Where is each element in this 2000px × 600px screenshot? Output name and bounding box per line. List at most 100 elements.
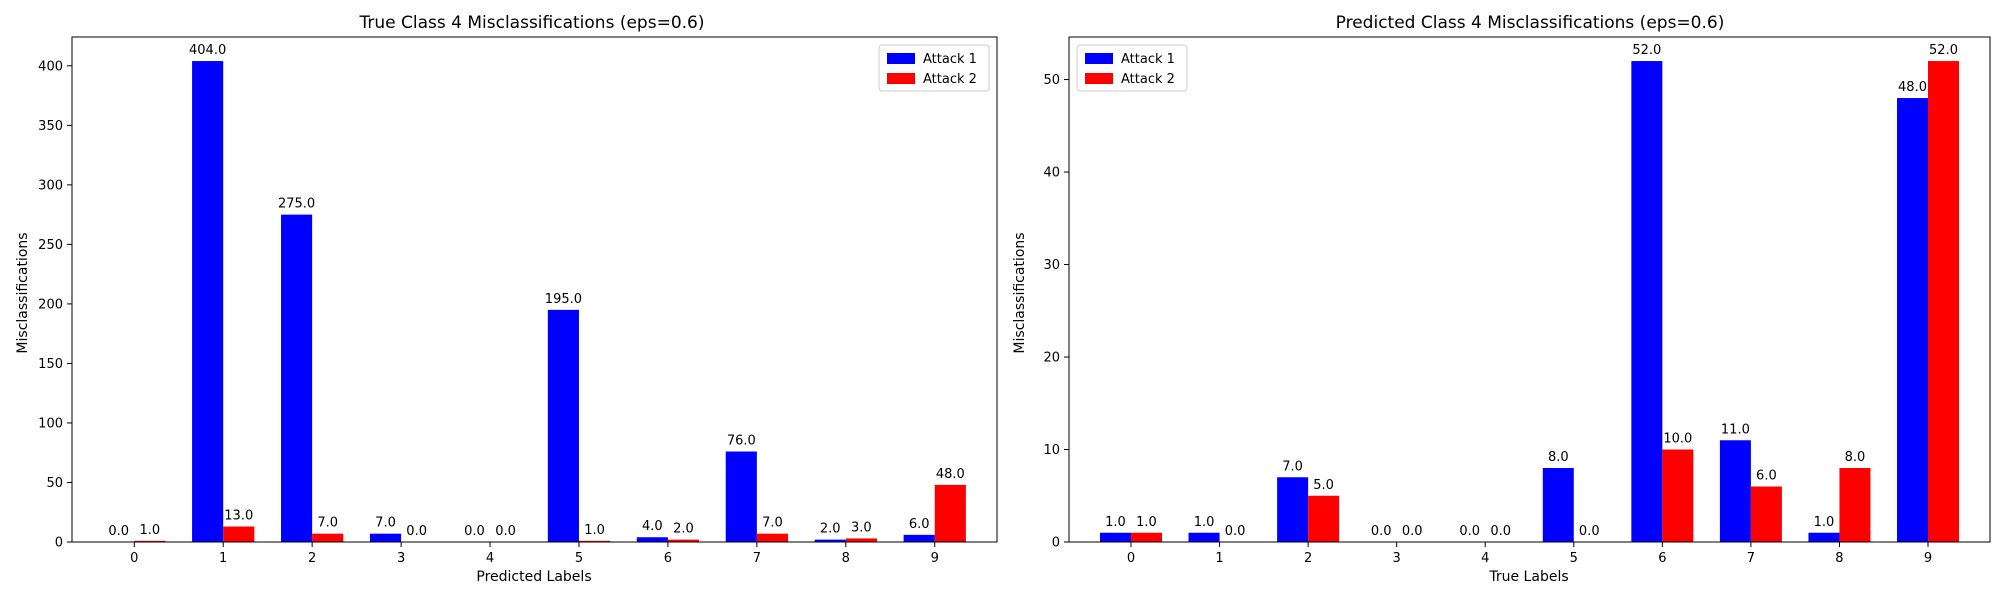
x-axis-label: Predicted Labels (476, 569, 591, 585)
x-tick-label: 4 (486, 551, 494, 566)
x-tick-label: 1 (219, 551, 227, 566)
data-label: 7.0 (375, 516, 396, 531)
data-label: 0.0 (108, 524, 129, 539)
x-tick-label: 5 (1570, 551, 1578, 566)
data-label: 0.0 (495, 524, 516, 539)
y-tick-label: 350 (38, 119, 63, 134)
bar-attack1-1 (192, 61, 224, 543)
y-axis-label: Misclassifications (1012, 232, 1028, 353)
data-label: 3.0 (851, 520, 872, 535)
x-tick-label: 9 (931, 551, 939, 566)
y-tick-label: 20 (1043, 351, 1060, 366)
bar-attack1-2 (1277, 477, 1309, 542)
data-label: 52.0 (1929, 43, 1958, 58)
y-tick-label: 30 (1043, 258, 1060, 273)
y-tick-label: 0 (1052, 536, 1060, 551)
chart-left-true-class-4: True Class 4 Misclassifications (eps=0.6… (15, 13, 998, 585)
bar-attack2-2 (1308, 495, 1340, 542)
bar-attack1-1 (1188, 532, 1220, 542)
y-tick-label: 400 (38, 59, 63, 74)
bar-attack1-3 (369, 533, 402, 542)
data-label: 6.0 (1756, 469, 1777, 484)
data-label: 48.0 (936, 467, 965, 482)
chart-title: True Class 4 Misclassifications (eps=0.6… (359, 13, 705, 33)
x-tick-label: 3 (1393, 551, 1401, 566)
bar-attack2-9 (1928, 61, 1960, 543)
data-label: 52.0 (1632, 43, 1661, 58)
data-label: 7.0 (317, 516, 338, 531)
x-tick-label: 0 (130, 551, 138, 566)
y-tick-label: 40 (1043, 166, 1060, 181)
data-label: 1.0 (1194, 515, 1215, 530)
bar-attack2-7 (1750, 486, 1782, 542)
data-label: 1.0 (1136, 515, 1157, 530)
bar-attack2-8 (1839, 468, 1871, 542)
bar-attack1-7 (725, 451, 757, 542)
bar-attack2-5 (578, 540, 611, 542)
chart-right-predicted-class-4: Predicted Class 4 Misclassifications (ep… (1012, 13, 1991, 585)
data-label: 0.0 (1225, 524, 1246, 539)
data-label: 76.0 (727, 434, 756, 449)
data-label: 1.0 (584, 523, 605, 538)
bar-attack2-6 (1662, 449, 1694, 542)
x-tick-label: 8 (1835, 551, 1843, 566)
y-tick-label: 10 (1043, 443, 1060, 458)
x-tick-label: 3 (397, 551, 405, 566)
y-tick-label: 250 (38, 238, 63, 253)
axes-frame (1068, 36, 1991, 543)
bar-attack1-5 (547, 309, 579, 542)
bar-attack1-9 (1897, 98, 1929, 543)
data-label: 1.0 (1105, 515, 1126, 530)
x-tick-label: 9 (1924, 551, 1932, 566)
data-label: 2.0 (673, 522, 694, 537)
y-tick-label: 200 (38, 297, 63, 312)
data-label: 4.0 (642, 519, 663, 534)
bar-attack2-0 (1130, 532, 1162, 542)
data-label: 0.0 (1579, 524, 1600, 539)
y-tick-label: 0 (55, 536, 63, 551)
y-tick-label: 100 (38, 416, 63, 431)
legend-swatch (1085, 53, 1113, 64)
data-label: 7.0 (762, 516, 783, 531)
bar-attack1-8 (814, 539, 846, 542)
y-axis-label: Misclassifications (15, 232, 31, 353)
legend-swatch (887, 53, 915, 64)
bar-attack2-0 (134, 540, 166, 542)
data-label: 8.0 (1845, 450, 1866, 465)
plot-area: 0.0 404.0 275.0 7.0 0.0 195.0 4.0 76.0 2.0 6.0 1.0… (38, 36, 998, 566)
chart-title: Predicted Class 4 Misclassifications (ep… (1336, 13, 1725, 33)
data-label: 275.0 (278, 197, 315, 212)
bar-attack2-8 (845, 538, 877, 542)
data-label: 1.0 (139, 523, 160, 538)
x-tick-label: 1 (1215, 551, 1223, 566)
y-tick-label: 300 (38, 178, 63, 193)
bar-attack1-8 (1808, 532, 1840, 542)
x-axis-label: True Labels (1488, 569, 1568, 585)
y-tick-label: 50 (1043, 73, 1060, 88)
bar-attack1-9 (903, 534, 935, 542)
bar-attack2-6 (667, 539, 700, 542)
data-label: 0.0 (1490, 524, 1511, 539)
bar-attack1-0 (1099, 532, 1131, 542)
x-tick-label: 2 (308, 551, 316, 566)
data-label: 5.0 (1313, 478, 1334, 493)
bar-attack2-1 (223, 526, 255, 542)
legend-label: Attack 1 (1121, 52, 1175, 67)
bar-attack2-9 (934, 484, 966, 542)
data-label: 10.0 (1663, 432, 1692, 447)
data-label: 1.0 (1814, 515, 1835, 530)
bar-attack1-2 (281, 214, 313, 542)
bar-attack2-7 (756, 533, 788, 542)
data-label: 7.0 (1282, 459, 1303, 474)
data-label: 404.0 (189, 43, 226, 58)
data-label: 0.0 (1371, 524, 1392, 539)
x-tick-label: 0 (1127, 551, 1135, 566)
data-label: 48.0 (1898, 80, 1927, 95)
legend: Attack 1 Attack 2 (878, 44, 990, 92)
x-tick-label: 5 (575, 551, 583, 566)
x-tick-label: 8 (842, 551, 850, 566)
bar-attack2-2 (312, 533, 344, 542)
data-label: 0.0 (464, 524, 485, 539)
bar-attack1-6 (1631, 61, 1663, 543)
